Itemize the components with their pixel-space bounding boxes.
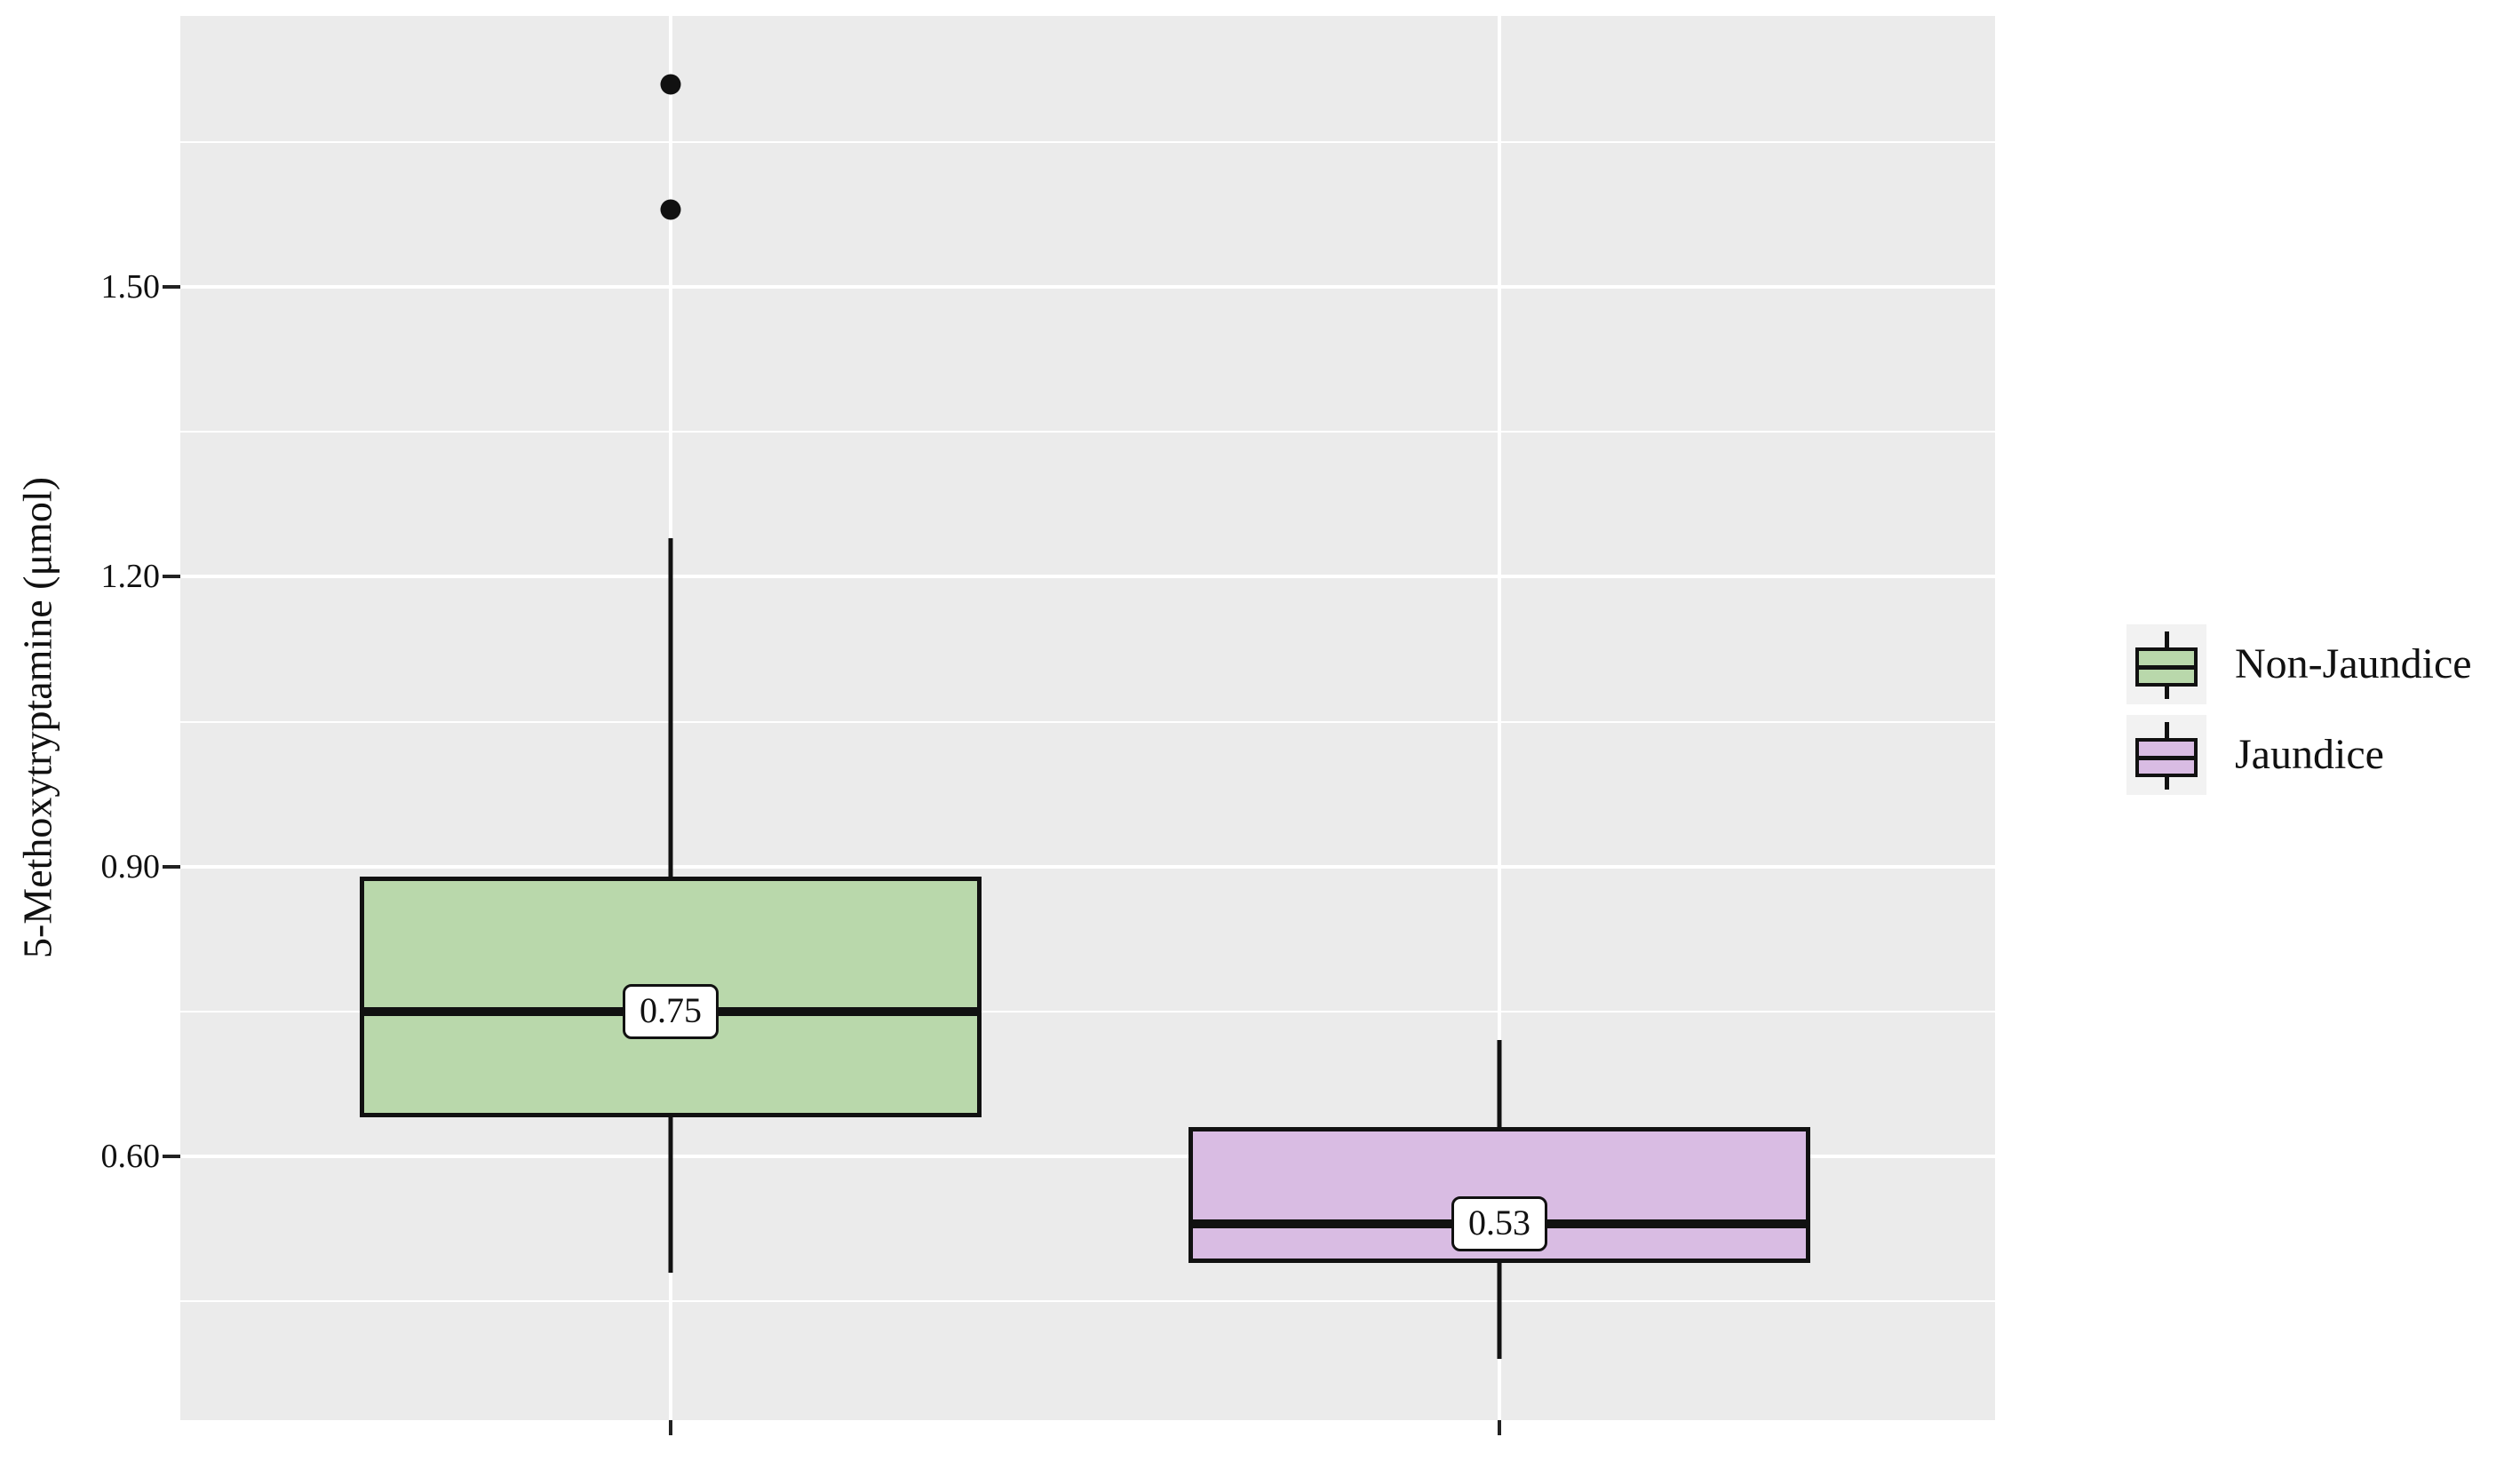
median-label-non-jaundice: 0.75 [623, 983, 719, 1039]
gridline-category [1498, 16, 1501, 1420]
legend-label-jaundice: Jaundice [2235, 731, 2384, 778]
y-axis-tick [163, 285, 180, 289]
y-axis-tick [163, 1155, 180, 1158]
legend-key-jaundice [2126, 715, 2206, 795]
median-label-jaundice: 0.53 [1451, 1196, 1547, 1252]
x-axis-tick [669, 1420, 672, 1435]
legend-glyph-median [2139, 665, 2194, 670]
legend-entry-jaundice: Jaundice [2126, 715, 2472, 795]
y-axis-tick-label: 1.50 [100, 268, 161, 306]
gridline-major [180, 864, 1995, 869]
gridline-major [180, 285, 1995, 289]
outlier-point-non-jaundice [660, 74, 681, 95]
legend-glyph-box-non-jaundice [2135, 647, 2198, 687]
legend-entry-non-jaundice: Non-Jaundice [2126, 624, 2472, 704]
gridline-major [180, 575, 1995, 579]
y-axis-title: 5-Methoxytryptamine (μmol) [14, 476, 60, 959]
legend-glyph-whisker-top [2165, 722, 2169, 738]
outlier-point-non-jaundice [660, 199, 681, 220]
y-axis-tick-label: 0.60 [100, 1138, 161, 1175]
y-axis-tick-label: 1.20 [100, 558, 161, 596]
gridline-minor [180, 140, 1995, 143]
gridline-minor [180, 720, 1995, 723]
legend: Non-Jaundice Jaundice [2126, 624, 2472, 806]
legend-glyph-whisker-bottom [2165, 687, 2169, 699]
legend-glyph-box-jaundice [2135, 738, 2198, 777]
box-jaundice [1188, 1127, 1810, 1263]
y-axis-tick [163, 575, 180, 579]
y-axis-tick [163, 864, 180, 869]
legend-glyph-whisker-top [2165, 631, 2169, 647]
legend-glyph-whisker-bottom [2165, 777, 2169, 790]
gridline-minor [180, 431, 1995, 433]
gridline-minor [180, 1300, 1995, 1303]
legend-glyph-median [2139, 756, 2194, 760]
legend-key-non-jaundice [2126, 624, 2206, 704]
x-axis-tick [1498, 1420, 1501, 1435]
legend-label-non-jaundice: Non-Jaundice [2235, 640, 2472, 687]
y-axis-tick-label: 0.90 [100, 847, 161, 885]
gridline-major [180, 1155, 1995, 1158]
gridline-minor [180, 1010, 1995, 1012]
